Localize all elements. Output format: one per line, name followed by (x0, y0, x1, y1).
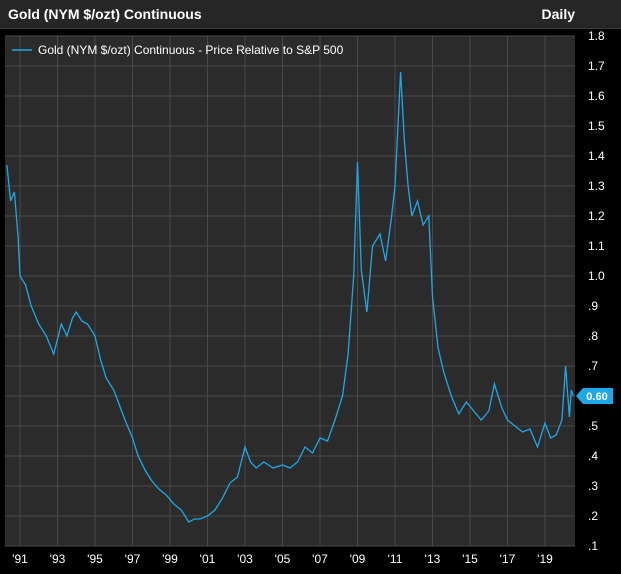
x-tick-label: '03 (237, 552, 253, 566)
y-tick-label: .4 (588, 449, 598, 463)
y-tick-label: 1.1 (588, 239, 605, 253)
last-value-marker: 0.60 (576, 388, 613, 404)
y-tick-label: .3 (588, 479, 598, 493)
x-tick-label: '09 (350, 552, 366, 566)
x-tick-label: '05 (275, 552, 291, 566)
y-tick-label: 1.0 (588, 269, 605, 283)
x-tick-label: '91 (12, 552, 28, 566)
last-value-label: 0.60 (586, 391, 607, 403)
y-tick-label: 1.6 (588, 89, 605, 103)
x-tick-label: '15 (462, 552, 478, 566)
x-tick-label: '17 (500, 552, 516, 566)
x-tick-label: '13 (425, 552, 441, 566)
y-tick-label: 1.7 (588, 59, 605, 73)
grid (5, 35, 575, 547)
x-tick-label: '97 (125, 552, 141, 566)
last-value-tag (576, 388, 613, 404)
y-axis: 1.81.71.61.51.41.31.21.11.0.9.8.7.6.5.4.… (588, 29, 605, 553)
legend: Gold (NYM $/ozt) Continuous - Price Rela… (12, 43, 344, 57)
y-tick-label: .7 (588, 359, 598, 373)
plot-area (5, 36, 575, 546)
y-tick-label: .1 (588, 539, 598, 553)
y-tick-label: 1.5 (588, 119, 605, 133)
y-tick-label: 1.3 (588, 179, 605, 193)
frequency-label: Daily (541, 6, 575, 22)
y-tick-label: 1.2 (588, 209, 605, 223)
y-tick-label: .9 (588, 299, 598, 313)
x-tick-label: '19 (537, 552, 553, 566)
chart-title: Gold (NYM $/ozt) Continuous (8, 6, 202, 22)
x-axis: '91 '93 '95 '97 '99 '01 '03 '05 '07 '09 '11 '13 '15 '… (12, 552, 553, 566)
y-tick-label: .5 (588, 419, 598, 433)
x-tick-label: '11 (388, 552, 403, 566)
x-tick-label: '99 (162, 552, 178, 566)
x-tick-label: '07 (312, 552, 328, 566)
x-tick-label: '93 (50, 552, 66, 566)
legend-label: Gold (NYM $/ozt) Continuous - Price Rela… (38, 43, 344, 57)
x-tick-label: '95 (87, 552, 103, 566)
x-tick-label: '01 (200, 552, 216, 566)
y-tick-label: .8 (588, 329, 598, 343)
y-tick-label: 1.8 (588, 29, 605, 43)
chart-header: Gold (NYM $/ozt) Continuous Daily (0, 0, 621, 29)
y-tick-label: 1.4 (588, 149, 605, 163)
series-line (6, 71, 574, 523)
y-tick-label: .2 (588, 509, 598, 523)
